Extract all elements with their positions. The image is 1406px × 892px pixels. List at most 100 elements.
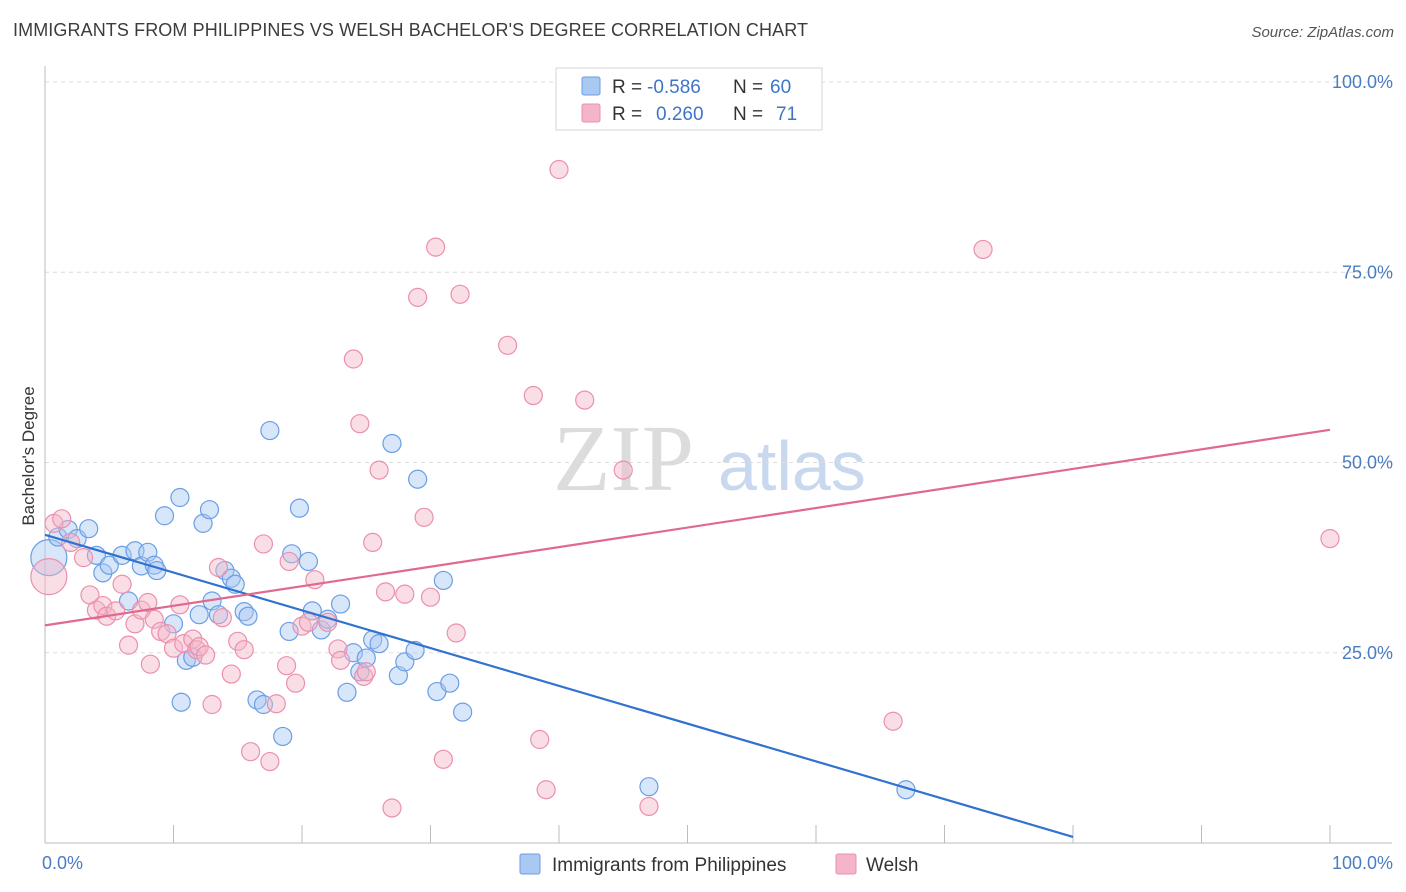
x-tick-label-min: 0.0%: [42, 853, 83, 873]
data-point: [30, 558, 68, 596]
correlation-legend: R = -0.586 N = 60 R = 0.260 N = 71: [555, 67, 823, 131]
series-legend-label-philippines: Immigrants from Philippines: [552, 855, 786, 876]
data-point: [337, 682, 357, 702]
data-point: [433, 570, 453, 591]
legend-r-label-1: R =: [612, 77, 642, 98]
data-point: [273, 726, 293, 747]
data-point: [350, 414, 370, 434]
data-point: [234, 640, 254, 660]
trend-line-philippines: [44, 533, 1074, 838]
tick-labels: 100.0% 75.0% 50.0% 25.0% 0.0% 100.0%: [42, 72, 1393, 873]
data-point: [93, 595, 113, 616]
data-point: [276, 656, 297, 676]
legend-r-value-2: 0.260: [656, 104, 704, 125]
watermark-zip: ZIP: [553, 407, 694, 511]
data-point: [212, 608, 232, 628]
data-point: [189, 605, 209, 625]
data-point: [112, 574, 132, 594]
legend-r-label-2: R =: [612, 104, 642, 125]
data-point: [973, 239, 993, 260]
data-point: [382, 798, 402, 818]
data-point: [1320, 528, 1340, 549]
data-point: [433, 749, 453, 769]
legend-n-label-1: N =: [733, 77, 763, 98]
chart-source: Source: ZipAtlas.com: [1251, 24, 1394, 41]
legend-r-value-1: -0.586: [647, 77, 701, 98]
data-point: [118, 635, 139, 655]
data-point: [279, 621, 299, 642]
data-point: [298, 551, 319, 572]
legend-n-label-2: N =: [733, 104, 763, 125]
data-point: [279, 551, 299, 572]
data-point: [498, 335, 518, 355]
data-point: [298, 612, 319, 632]
data-point: [183, 629, 203, 649]
data-point: [453, 702, 473, 722]
watermark: ZIP atlas: [553, 407, 866, 511]
data-point: [196, 645, 216, 665]
data-point: [73, 548, 94, 568]
y-axis-label: Bachelor's Degree: [19, 386, 38, 525]
y-tick-label: 50.0%: [1342, 453, 1393, 473]
data-point: [221, 664, 241, 684]
data-point: [356, 648, 376, 668]
data-point: [199, 500, 220, 520]
series-legend: Immigrants from Philippines Welsh: [519, 853, 918, 876]
data-point: [163, 638, 184, 658]
legend-n-value-1: 60: [770, 77, 791, 98]
data-point: [408, 469, 428, 489]
data-point: [549, 159, 569, 180]
trend-lines: [44, 428, 1331, 838]
data-point: [343, 349, 363, 369]
series-legend-label-welsh: Welsh: [866, 855, 918, 876]
data-point: [536, 780, 556, 800]
data-point: [328, 639, 348, 659]
data-point: [369, 460, 389, 480]
legend-n-value-2: 71: [776, 104, 797, 125]
axes: [44, 66, 1392, 844]
data-point: [140, 654, 160, 674]
data-point: [530, 729, 550, 750]
data-point: [330, 650, 351, 670]
data-point: [318, 612, 338, 632]
data-point: [202, 694, 222, 715]
data-point: [369, 634, 389, 654]
data-point: [266, 694, 286, 714]
chart-title: IMMIGRANTS FROM PHILIPPINES VS WELSH BAC…: [13, 20, 809, 40]
y-tick-label: 75.0%: [1342, 262, 1393, 282]
data-point: [260, 751, 280, 772]
data-point: [52, 509, 72, 529]
data-point: [170, 487, 190, 508]
data-point: [408, 287, 428, 307]
data-point: [613, 460, 633, 480]
x-tick-label-max: 100.0%: [1332, 853, 1393, 873]
data-point: [99, 555, 119, 575]
data-point: [363, 532, 383, 553]
data-point: [523, 385, 543, 406]
data-point: [208, 557, 229, 578]
data-point: [138, 592, 158, 613]
data-point: [144, 609, 164, 629]
data-point: [575, 390, 595, 410]
legend-swatch-philippines: [581, 76, 601, 96]
data-point: [440, 673, 460, 693]
data-point: [289, 498, 310, 518]
data-point: [639, 796, 659, 817]
data-point: [241, 742, 261, 762]
series-legend-swatch-philippines: [519, 853, 541, 875]
data-point: [450, 284, 470, 304]
data-point: [171, 692, 191, 712]
trend-line-welsh: [44, 428, 1331, 627]
data-point: [106, 601, 126, 621]
y-tick-label: 100.0%: [1332, 72, 1393, 92]
data-point: [382, 433, 402, 454]
data-point: [154, 506, 175, 526]
data-point: [260, 420, 280, 441]
data-point: [420, 587, 441, 607]
series-legend-swatch-welsh: [835, 853, 857, 875]
data-point: [330, 594, 351, 614]
watermark-atlas: atlas: [718, 427, 866, 505]
data-point: [426, 237, 446, 257]
data-point: [238, 606, 258, 626]
